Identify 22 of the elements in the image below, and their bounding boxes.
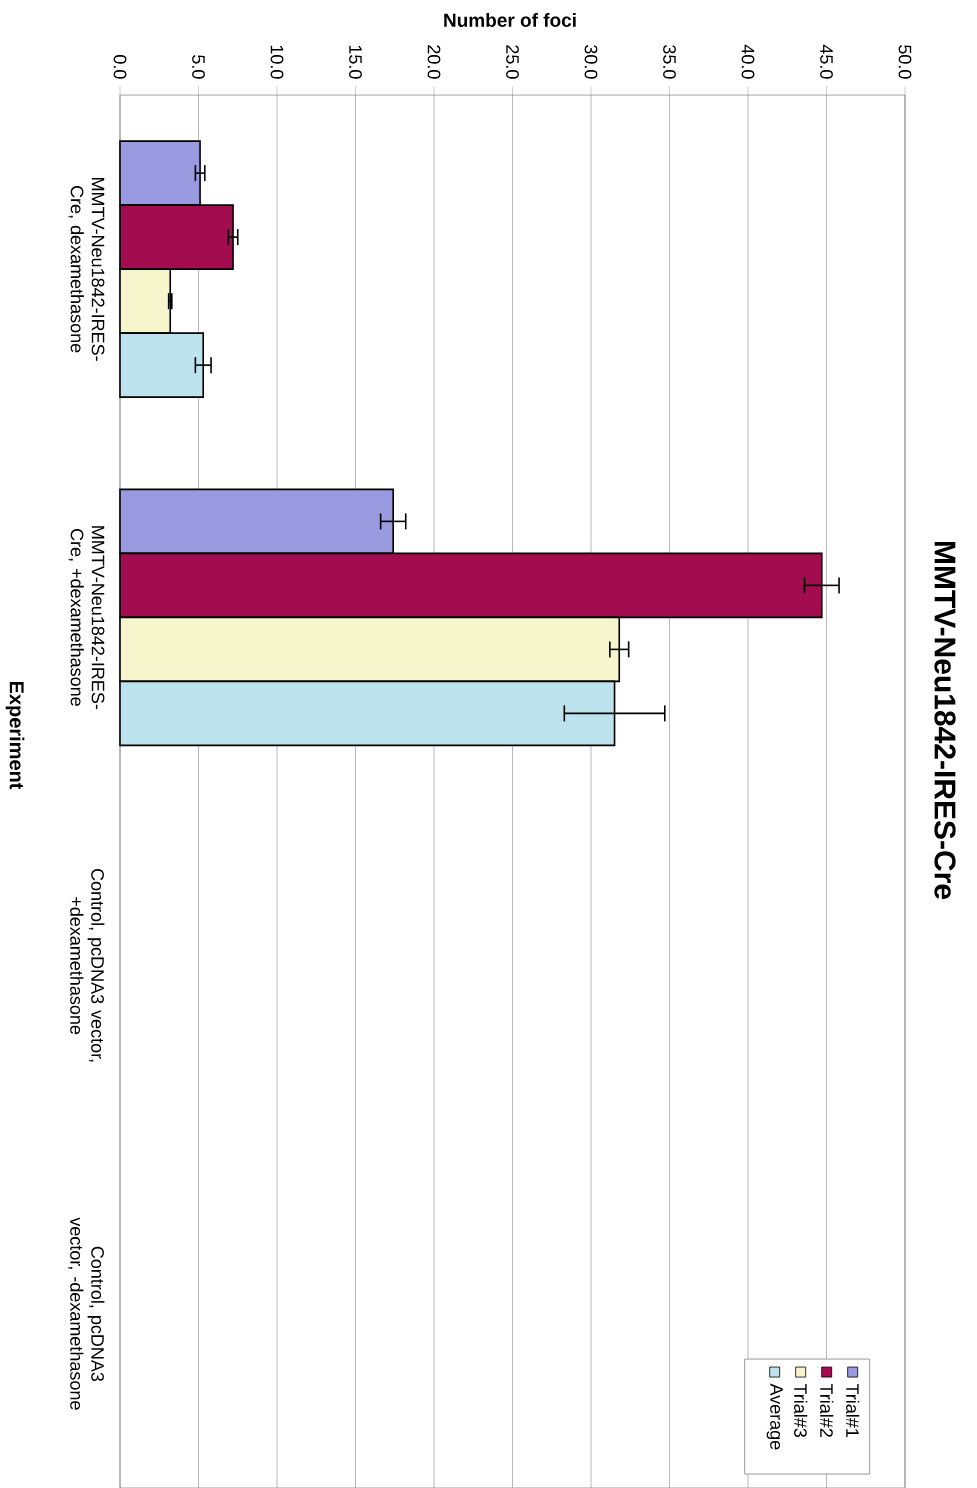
y-axis-title: Experiment xyxy=(5,681,25,790)
y-tick-label: MMTV-Neu1842-IRES-Cre, dexamethasone xyxy=(68,178,105,361)
x-tick-label: 25.0 xyxy=(506,45,519,79)
x-tick-label: 40.0 xyxy=(741,44,755,79)
x-tick-label: 0.0 xyxy=(113,55,127,79)
legend-label: Trial#3 xyxy=(794,1383,808,1438)
legend-label: Trial#2 xyxy=(820,1383,834,1437)
x-tick-label: 45.0 xyxy=(820,44,833,79)
x-axis-title: Number of foci xyxy=(444,13,576,27)
text: MMTV-Neu1842-IRES-Cre xyxy=(934,541,956,899)
legend-label: Trial#1 xyxy=(846,1383,860,1437)
x-tick-label: 50.0 xyxy=(898,45,912,79)
x-tick-label: 30.0 xyxy=(584,45,598,79)
x-tick-label: 5.0 xyxy=(192,55,205,79)
x-tick-label: 15.0 xyxy=(349,45,362,79)
y-tick-label: MMTV-Neu1842-IRES-Cre, +dexamethasone xyxy=(68,526,105,710)
x-tick-label: 20.0 xyxy=(427,45,441,79)
x-tick-label: 10.0 xyxy=(270,45,284,79)
y-tick-label: Control, pcDNA3 vector, +dexamethasone xyxy=(70,869,105,1062)
x-tick-label: 35.0 xyxy=(663,45,676,79)
legend-label: Average xyxy=(766,1383,783,1450)
y-tick-label: Control, pcDNA3 vector, -dexamethasone xyxy=(68,1217,105,1410)
